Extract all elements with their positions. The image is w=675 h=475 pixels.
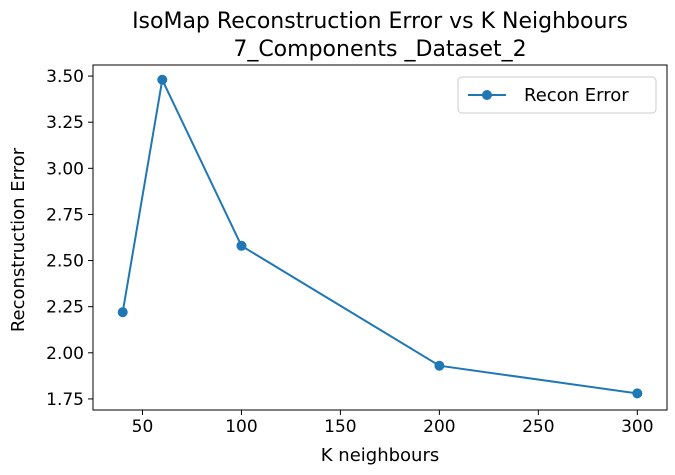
- y-tick-label: 3.50: [46, 67, 84, 87]
- x-tick-label: 300: [621, 417, 653, 437]
- chart-subtitle: 7_Components _Dataset_2: [233, 37, 526, 62]
- data-point: [632, 388, 643, 399]
- legend-marker: [482, 90, 492, 100]
- data-point: [157, 74, 168, 85]
- legend-label: Recon Error: [524, 85, 629, 106]
- y-tick-label: 2.00: [46, 344, 84, 364]
- y-tick-label: 2.50: [46, 252, 84, 272]
- plot-area: 50 100 150 200 250 300 1.75 2.00 2.25 2.50 2.75 3.0…: [46, 64, 668, 437]
- y-axis-label: Reconstruction Error: [8, 147, 29, 332]
- x-tick-label: 150: [324, 417, 356, 437]
- data-point: [236, 240, 247, 251]
- plot-frame: [92, 64, 668, 411]
- data-point: [434, 360, 445, 371]
- y-tick-label: 3.25: [46, 113, 84, 133]
- x-axis-label: K neighbours: [321, 445, 439, 466]
- x-tick-label: 50: [132, 417, 154, 437]
- legend-box: [457, 76, 657, 114]
- chart-title: IsoMap Reconstruction Error vs K Neighbo…: [132, 9, 628, 34]
- data-point: [117, 307, 128, 318]
- x-tick-label: 200: [423, 417, 455, 437]
- x-tick-label: 100: [225, 417, 257, 437]
- y-tick-label: 2.75: [46, 205, 84, 225]
- series-line: [121, 76, 638, 395]
- y-tick-label: 2.25: [46, 298, 84, 318]
- y-tick-label: 3.00: [46, 159, 84, 179]
- y-tick-label: 1.75: [46, 390, 84, 410]
- x-tick-label: 250: [522, 417, 554, 437]
